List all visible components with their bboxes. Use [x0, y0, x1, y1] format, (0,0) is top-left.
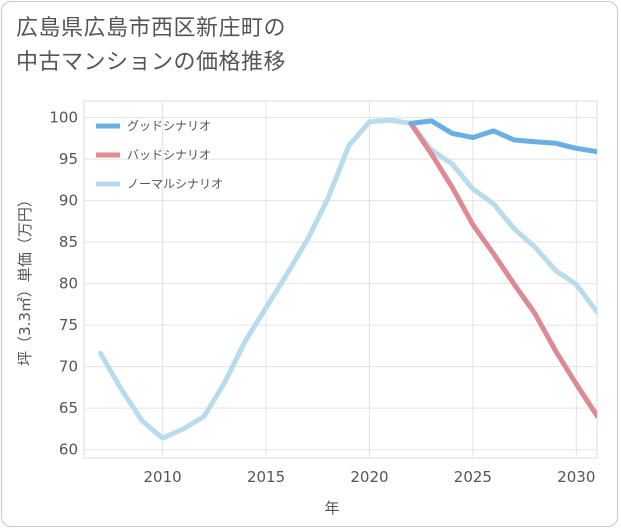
legend-label: グッドシナリオ — [127, 119, 211, 133]
x-tick-label: 2025 — [454, 468, 492, 486]
y-tick-label: 75 — [59, 316, 78, 334]
x-axis-ticks: 2010 2015 2020 2025 2030 — [144, 468, 596, 486]
y-tick-label: 100 — [49, 109, 78, 127]
series-line-2 — [98, 117, 597, 441]
series-line-1 — [408, 120, 597, 419]
y-axis-ticks: 60 65 70 75 80 85 90 95 100 — [49, 109, 78, 459]
y-tick-label: 70 — [59, 358, 78, 376]
legend-label: バッドシナリオ — [127, 148, 211, 162]
y-tick-label: 95 — [59, 150, 78, 168]
chart-title-line1: 広島県広島市西区新庄町の — [16, 16, 287, 41]
chart-title: 広島県広島市西区新庄町の 中古マンションの価格推移 — [16, 12, 576, 80]
legend-label: ノーマルシナリオ — [127, 177, 223, 191]
y-tick-label: 65 — [59, 399, 78, 417]
y-tick-label: 90 — [59, 192, 78, 210]
series-lines — [98, 117, 597, 441]
x-axis-title: 年 — [324, 499, 339, 517]
x-tick-label: 2015 — [247, 468, 285, 486]
x-tick-label: 2020 — [350, 468, 388, 486]
chart-title-line2: 中古マンションの価格推移 — [16, 50, 287, 75]
y-tick-label: 80 — [59, 275, 78, 293]
y-axis-title: 坪（3.3㎡）単価（万円） — [16, 192, 34, 366]
series-line-0 — [408, 118, 597, 155]
y-tick-label: 85 — [59, 233, 78, 251]
x-tick-label: 2030 — [557, 468, 595, 486]
x-tick-label: 2010 — [144, 468, 182, 486]
y-tick-label: 60 — [59, 441, 78, 459]
